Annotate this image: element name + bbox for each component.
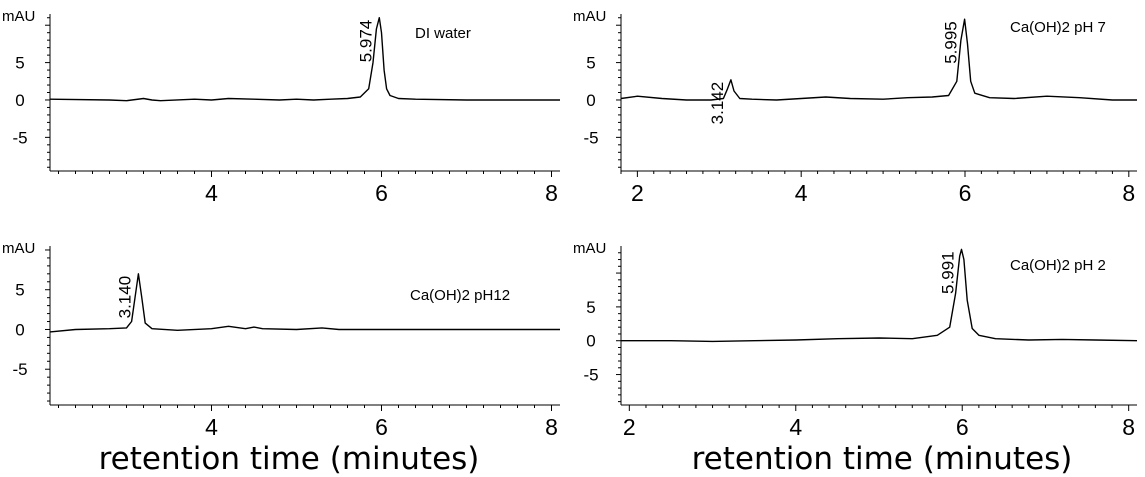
x-tick-label: 6 (956, 414, 969, 440)
x-axis-label-right: retention time (minutes) (691, 441, 1073, 477)
x-tick-label: 4 (205, 414, 218, 440)
x-tick-label: 6 (375, 180, 388, 206)
sample-annotation: Ca(OH)2 pH12 (410, 287, 510, 304)
x-tick-label: 8 (1122, 414, 1135, 440)
y-tick-label: 0 (15, 320, 24, 339)
chart-panel-4: 5 0 -5 mAU 2 4 6 8 5.991 Ca(OH)2 pH 2 (573, 240, 1138, 440)
x-tick-label: 2 (623, 414, 636, 440)
x-tick-label: 8 (545, 180, 558, 206)
y-axis-unit-label: mAU (573, 8, 606, 25)
chart-panel-3: 5 0 -5 mAU 4 6 8 3.140 Ca(OH)2 pH12 (2, 240, 560, 440)
x-tick-label: 8 (1122, 180, 1135, 206)
x-tick-label: 6 (959, 180, 972, 206)
chromatogram-trace (49, 273, 560, 333)
chart-panel-1: 5 0 -5 mAU 4 6 8 5.974 DI water (2, 8, 560, 206)
peak-label: 5.995 (942, 21, 961, 64)
y-tick-label: -5 (12, 128, 27, 147)
x-tick-label: 4 (205, 180, 218, 206)
y-tick-label: 5 (15, 281, 24, 300)
chromatogram-trace (49, 17, 560, 102)
chromatogram-trace (621, 248, 1138, 343)
peak-label: 3.140 (115, 276, 134, 319)
chart-panel-2: 5 0 -5 mAU 2 4 6 8 3.142 5.995 Ca(OH)2 pH 7 (573, 8, 1137, 206)
x-tick-label: 6 (375, 414, 388, 440)
x-tick-label: 4 (795, 180, 808, 206)
y-axis-unit-label: mAU (2, 8, 35, 25)
y-tick-label: -5 (12, 360, 27, 379)
sample-annotation: Ca(OH)2 pH 2 (1010, 257, 1106, 274)
chromatogram-trace (620, 18, 1137, 101)
x-axis-label-left: retention time (minutes) (98, 441, 480, 477)
peak-label: 5.974 (356, 20, 375, 63)
y-tick-label: 5 (15, 54, 24, 73)
y-axis-unit-label: mAU (573, 240, 606, 257)
x-tick-label: 8 (545, 414, 558, 440)
sample-annotation: Ca(OH)2 pH 7 (1010, 19, 1106, 36)
y-tick-label: 0 (586, 91, 595, 110)
y-axis-unit-label: mAU (2, 240, 35, 257)
y-tick-label: -5 (583, 366, 598, 385)
sample-annotation: DI water (415, 25, 471, 42)
y-tick-label: 5 (586, 298, 595, 317)
x-tick-label: 4 (789, 414, 802, 440)
peak-label: 3.142 (708, 82, 727, 125)
y-tick-label: 0 (586, 332, 595, 351)
y-tick-label: 5 (586, 54, 595, 73)
y-tick-label: 0 (15, 91, 24, 110)
y-tick-label: -5 (583, 128, 598, 147)
peak-label: 5.991 (938, 251, 957, 294)
x-tick-label: 2 (631, 180, 644, 206)
